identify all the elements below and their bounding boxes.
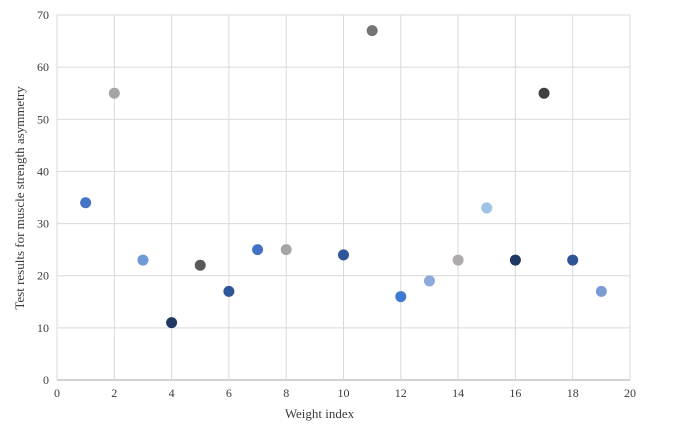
- data-point: [366, 25, 378, 37]
- x-tick-label: 8: [283, 386, 289, 400]
- y-tick-label: 60: [37, 60, 49, 74]
- data-point: [567, 254, 579, 266]
- x-tick-label: 16: [509, 386, 521, 400]
- y-tick-label: 70: [37, 8, 49, 22]
- data-point: [137, 254, 149, 266]
- x-tick-label: 2: [111, 386, 117, 400]
- data-point: [338, 249, 349, 261]
- data-point: [509, 254, 521, 266]
- x-tick-label: 10: [338, 386, 350, 400]
- data-point: [194, 259, 206, 271]
- data-point: [80, 197, 92, 209]
- x-tick-label: 14: [452, 386, 464, 400]
- x-axis-title: Weight index: [284, 406, 355, 421]
- data-point: [223, 285, 235, 297]
- y-tick-label: 10: [37, 321, 49, 335]
- data-point: [395, 291, 407, 303]
- data-point: [452, 254, 464, 266]
- x-tick-label: 4: [169, 386, 175, 400]
- data-point: [166, 317, 178, 329]
- data-point: [423, 275, 435, 287]
- data-point: [595, 285, 607, 297]
- x-tick-label: 18: [567, 386, 579, 400]
- x-tick-label: 0: [54, 386, 60, 400]
- data-point: [538, 87, 550, 99]
- y-tick-label: 50: [37, 112, 49, 126]
- x-tick-label: 12: [395, 386, 407, 400]
- x-tick-label: 6: [226, 386, 232, 400]
- y-tick-label: 40: [37, 164, 49, 178]
- y-axis-title: Test results for muscle strength asymmet…: [12, 85, 27, 310]
- y-axis-title-container: Test results for muscle strength asymmet…: [10, 15, 30, 380]
- x-tick-label: 20: [624, 386, 636, 400]
- data-point: [280, 244, 292, 256]
- data-point: [481, 202, 493, 214]
- data-point: [108, 87, 120, 99]
- data-point: [252, 244, 264, 256]
- y-tick-label: 30: [37, 217, 49, 231]
- y-tick-label: 20: [37, 269, 49, 283]
- y-tick-label: 0: [43, 373, 49, 387]
